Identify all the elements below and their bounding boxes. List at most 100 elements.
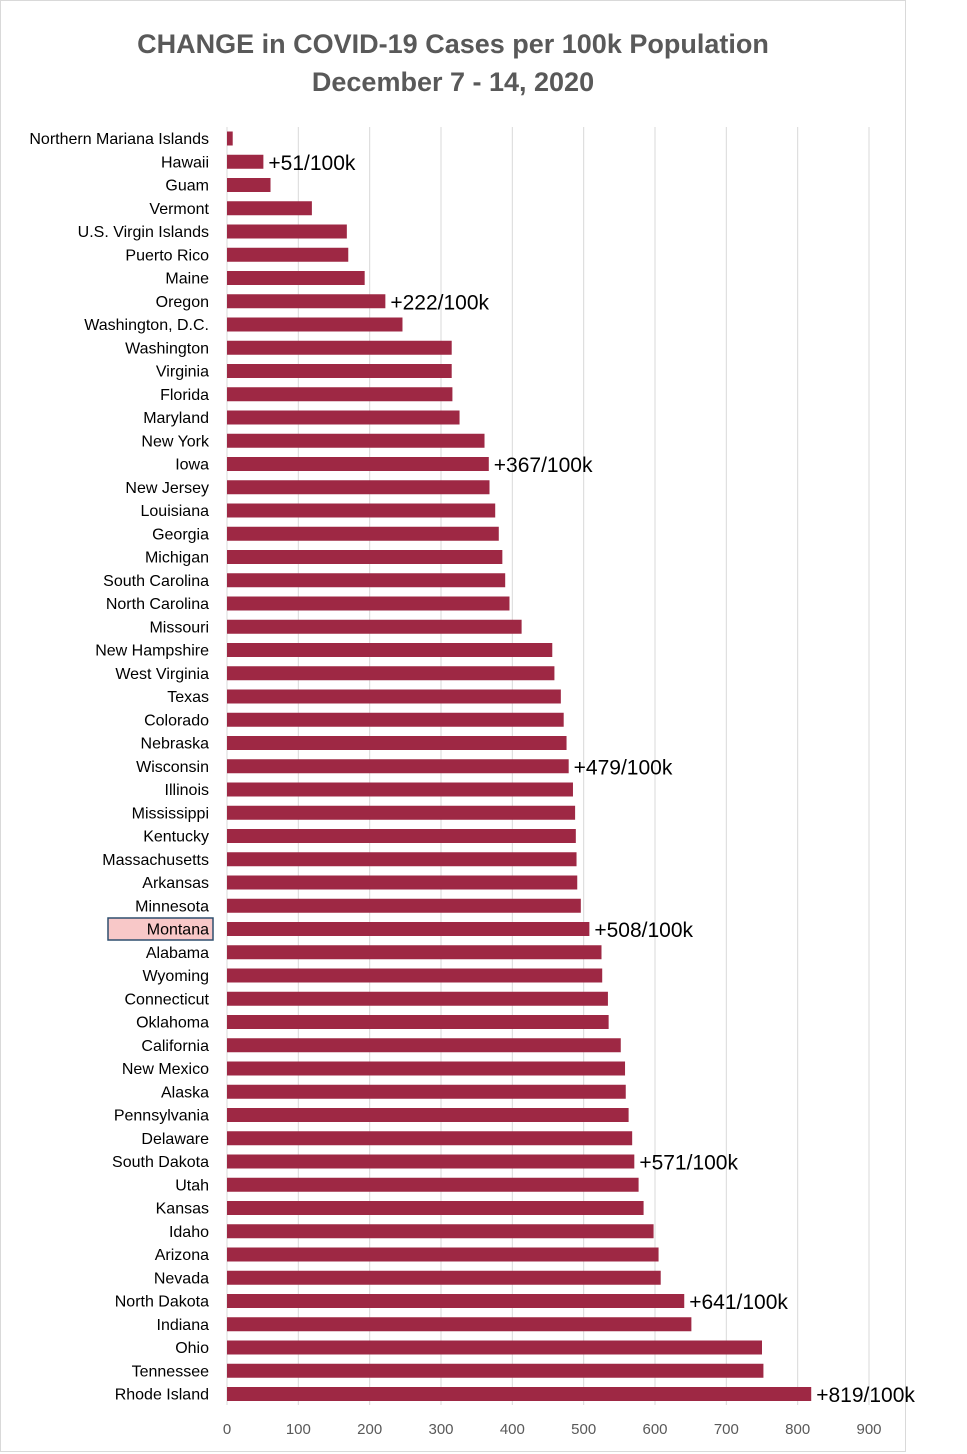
category-label-maine: Maine — [165, 271, 209, 288]
category-label-delaware: Delaware — [141, 1131, 209, 1148]
x-tick-800: 800 — [785, 1421, 810, 1438]
category-label-alaska: Alaska — [161, 1084, 209, 1101]
bar-south-carolina — [227, 573, 506, 588]
bar-oregon — [227, 294, 386, 309]
category-label-kentucky: Kentucky — [143, 829, 209, 846]
category-label-indiana: Indiana — [157, 1317, 210, 1334]
bar-rhode-island — [227, 1387, 812, 1401]
bar-michigan — [227, 550, 503, 564]
bar-idaho — [227, 1224, 654, 1239]
bar-minnesota — [227, 898, 581, 913]
category-label-oklahoma: Oklahoma — [136, 1015, 209, 1032]
x-tick-0: 0 — [223, 1421, 231, 1438]
bar-oklahoma — [227, 1015, 609, 1029]
category-label-rhode-island: Rhode Island — [115, 1387, 209, 1404]
annotation-montana: +508/100k — [594, 919, 693, 942]
category-label-new-york: New York — [141, 433, 210, 450]
annotation-oregon: +222/100k — [390, 291, 489, 314]
bar-ohio — [227, 1340, 762, 1355]
bar-new-hampshire — [227, 643, 553, 657]
x-tick-900: 900 — [856, 1421, 881, 1438]
bar-utah — [227, 1177, 639, 1192]
category-label-wisconsin: Wisconsin — [136, 759, 209, 776]
category-label-nevada: Nevada — [154, 1270, 209, 1287]
category-label-maryland: Maryland — [143, 410, 209, 427]
category-label-utah: Utah — [175, 1177, 209, 1194]
bar-colorado — [227, 712, 564, 727]
x-tick-200: 200 — [357, 1421, 382, 1438]
annotation-rhode-island: +819/100k — [816, 1384, 915, 1407]
category-label-south-carolina: South Carolina — [103, 573, 209, 590]
x-tick-700: 700 — [714, 1421, 739, 1438]
category-label-mississippi: Mississippi — [132, 805, 209, 822]
bar-indiana — [227, 1317, 692, 1332]
category-label-montana: Montana — [147, 922, 209, 939]
category-label-minnesota: Minnesota — [135, 898, 209, 915]
bar-iowa — [227, 457, 489, 471]
category-label-hawaii: Hawaii — [161, 154, 209, 171]
bar-missouri — [227, 619, 522, 634]
category-label-vermont: Vermont — [149, 201, 209, 218]
bar-hawaii — [227, 154, 264, 169]
bar-wyoming — [227, 968, 603, 983]
annotation-hawaii: +51/100k — [268, 152, 355, 175]
value-annotations: +51/100k +222/100k +367/100k +479/100k +508/… — [268, 152, 915, 1407]
bar-alabama — [227, 945, 602, 960]
category-label-connecticut: Connecticut — [125, 991, 210, 1008]
category-label-washington-d-c: Washington, D.C. — [84, 317, 209, 334]
bar-texas — [227, 689, 561, 704]
bars — [227, 131, 812, 1401]
category-label-colorado: Colorado — [144, 712, 209, 729]
category-label-michigan: Michigan — [145, 550, 209, 567]
bar-connecticut — [227, 991, 608, 1006]
bar-maine — [227, 271, 365, 285]
category-label-north-dakota: North Dakota — [115, 1294, 209, 1311]
category-label-ohio: Ohio — [175, 1340, 209, 1357]
bar-pennsylvania — [227, 1108, 629, 1122]
category-label-iowa: Iowa — [175, 457, 209, 474]
x-tick-100: 100 — [286, 1421, 311, 1438]
bar-delaware — [227, 1131, 633, 1146]
category-label-arizona: Arizona — [155, 1247, 209, 1264]
category-label-new-jersey: New Jersey — [125, 480, 209, 497]
x-tick-labels: 0 100 200 300 400 500 600 700 800 900 — [223, 1421, 882, 1438]
category-label-florida: Florida — [160, 387, 209, 404]
annotation-south-dakota: +571/100k — [639, 1152, 738, 1175]
bar-florida — [227, 387, 453, 402]
annotation-wisconsin: +479/100k — [574, 756, 673, 779]
category-label-louisiana: Louisiana — [141, 503, 210, 520]
category-label-virginia: Virginia — [156, 364, 209, 381]
bar-washington-d-c — [227, 317, 403, 332]
bar-alaska — [227, 1084, 626, 1099]
x-tick-400: 400 — [500, 1421, 525, 1438]
category-label-u-s-virgin-islands: U.S. Virgin Islands — [78, 224, 209, 241]
x-tick-600: 600 — [642, 1421, 667, 1438]
bar-puerto-rico — [227, 247, 349, 262]
category-label-puerto-rico: Puerto Rico — [125, 247, 209, 264]
bar-virginia — [227, 364, 452, 378]
category-label-georgia: Georgia — [152, 526, 209, 543]
category-label-south-dakota: South Dakota — [112, 1154, 209, 1171]
bar-north-carolina — [227, 596, 510, 611]
chart-subtitle: December 7 - 14, 2020 — [311, 67, 595, 97]
category-label-california: California — [141, 1038, 209, 1055]
bar-arizona — [227, 1247, 659, 1262]
bar-north-dakota — [227, 1294, 685, 1308]
bar-tennessee — [227, 1363, 764, 1378]
category-label-missouri: Missouri — [149, 619, 209, 636]
bar-maryland — [227, 410, 460, 425]
bar-wisconsin — [227, 759, 569, 774]
chart-title: CHANGE in COVID-19 Cases per 100k Popula… — [137, 29, 769, 59]
bar-northern-mariana-islands — [227, 131, 233, 146]
bar-california — [227, 1038, 621, 1053]
bar-u-s-virgin-islands — [227, 224, 347, 239]
bar-mississippi — [227, 805, 576, 820]
category-label-northern-mariana-islands: Northern Mariana Islands — [29, 131, 209, 148]
category-label-pennsylvania: Pennsylvania — [114, 1108, 209, 1125]
bar-arkansas — [227, 875, 578, 890]
category-labels: Northern Mariana Islands Hawaii Guam Vermon… — [29, 131, 214, 1404]
category-label-guam: Guam — [165, 178, 209, 195]
bar-new-york — [227, 433, 485, 448]
category-label-arkansas: Arkansas — [142, 875, 209, 892]
category-label-new-mexico: New Mexico — [122, 1061, 209, 1078]
